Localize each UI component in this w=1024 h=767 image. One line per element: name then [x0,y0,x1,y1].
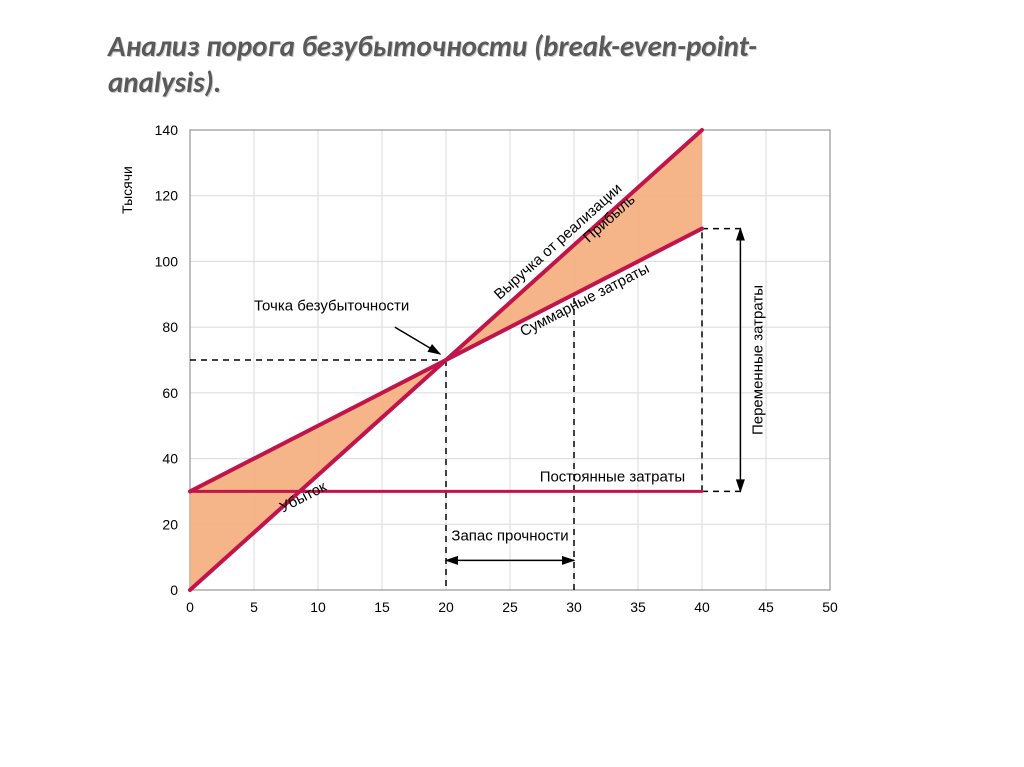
svg-text:5: 5 [250,599,258,615]
svg-text:40: 40 [162,451,178,467]
svg-text:50: 50 [822,599,838,615]
svg-text:0: 0 [170,582,178,598]
svg-text:35: 35 [630,599,646,615]
svg-text:20: 20 [162,516,178,532]
svg-text:30: 30 [566,599,582,615]
svg-text:10: 10 [310,599,326,615]
svg-text:80: 80 [162,319,178,335]
chart-title: Анализ порога безубыточности (break-even… [108,28,868,101]
svg-text:Постоянные затраты: Постоянные затраты [540,469,685,486]
break-even-chart: 0 5 10 15 20 25 30 35 40 45 50 0 20 40 60 80 100 120 140 Ты… [100,120,920,660]
svg-text:45: 45 [758,599,774,615]
svg-text:25: 25 [502,599,518,615]
svg-text:20: 20 [438,599,454,615]
svg-text:Переменные затраты: Переменные затраты [749,285,766,435]
svg-text:Точка безубыточности: Точка безубыточности [254,298,409,315]
svg-text:0: 0 [186,599,194,615]
svg-text:60: 60 [162,385,178,401]
svg-text:140: 140 [155,122,179,138]
svg-text:40: 40 [694,599,710,615]
svg-text:Тысячи: Тысячи [119,166,135,214]
svg-text:15: 15 [374,599,390,615]
svg-text:120: 120 [155,188,179,204]
svg-text:Запас прочности: Запас прочности [451,528,568,545]
svg-text:100: 100 [155,253,179,269]
